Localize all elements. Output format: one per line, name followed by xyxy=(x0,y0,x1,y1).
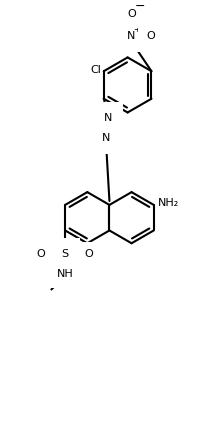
Text: NH: NH xyxy=(57,269,74,279)
Text: O: O xyxy=(37,249,46,259)
Text: O: O xyxy=(147,31,156,41)
Text: +: + xyxy=(133,25,140,34)
Text: −: − xyxy=(135,0,146,13)
Text: N: N xyxy=(102,133,110,143)
Text: N: N xyxy=(104,113,112,123)
Text: NH₂: NH₂ xyxy=(158,198,179,208)
Text: N: N xyxy=(127,31,136,41)
Text: O: O xyxy=(127,9,136,19)
Text: S: S xyxy=(62,249,69,259)
Text: Cl: Cl xyxy=(90,65,101,75)
Text: O: O xyxy=(85,249,94,259)
